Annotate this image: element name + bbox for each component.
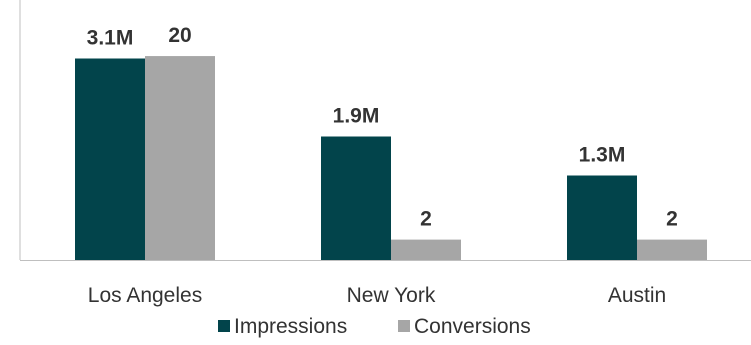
category-label-austin: Austin bbox=[608, 284, 666, 307]
legend-swatch-conversions bbox=[398, 320, 410, 332]
bar-conversions-austin bbox=[637, 239, 707, 260]
data-label-conversions-new-york: 2 bbox=[420, 208, 432, 231]
bars-group bbox=[75, 56, 707, 260]
category-labels-group: Los Angeles New York Austin bbox=[88, 284, 666, 307]
bar-conversions-los-angeles bbox=[145, 56, 215, 260]
legend-label-impressions: Impressions bbox=[234, 315, 347, 338]
data-label-conversions-austin: 2 bbox=[666, 208, 678, 231]
bar-impressions-austin bbox=[567, 175, 637, 260]
legend-swatch-impressions bbox=[218, 320, 230, 332]
data-label-conversions-los-angeles: 20 bbox=[168, 24, 191, 47]
data-label-impressions-austin: 1.3M bbox=[579, 144, 626, 167]
data-labels-group: 3.1M 20 1.9M 2 1.3M 2 bbox=[87, 24, 678, 231]
category-label-los-angeles: Los Angeles bbox=[88, 284, 202, 307]
data-label-impressions-los-angeles: 3.1M bbox=[87, 27, 134, 50]
legend: Impressions Conversions bbox=[218, 315, 531, 338]
category-label-new-york: New York bbox=[347, 284, 436, 307]
legend-label-conversions: Conversions bbox=[414, 315, 531, 338]
data-label-impressions-new-york: 1.9M bbox=[333, 105, 380, 128]
bar-impressions-los-angeles bbox=[75, 58, 145, 260]
bar-conversions-new-york bbox=[391, 239, 461, 260]
bar-impressions-new-york bbox=[321, 136, 391, 260]
